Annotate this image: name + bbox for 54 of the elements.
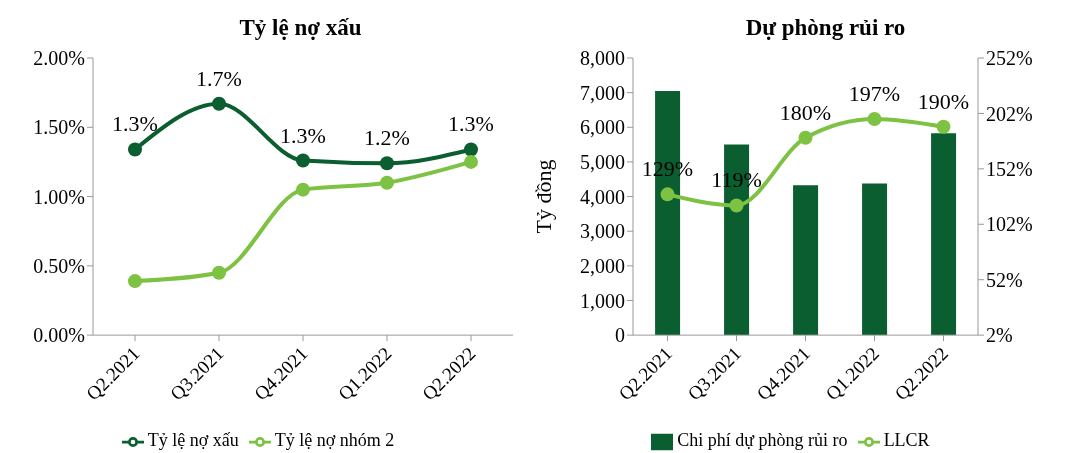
point [729,198,744,213]
point [936,119,951,134]
point [212,96,226,111]
chart-title: Dự phòng rủi ro [744,14,907,42]
bar [793,185,819,336]
data-label: 1.3% [280,122,326,148]
y-tick-label: 4,000 [580,185,625,208]
y-tick-label: 1.50% [33,116,85,139]
point [380,156,394,171]
y-tick-label: 3,000 [580,220,625,243]
point [128,274,142,289]
data-label: 1.3% [448,111,494,137]
data-label: 190% [917,88,970,114]
y-tick-label: 0.50% [33,254,85,277]
y2-tick-label: 102% [986,213,1033,236]
point [867,111,882,126]
y-tick-label: 7,000 [580,81,625,104]
y-tick-label: 1.00% [33,185,85,208]
y-tick-label: 6,000 [580,116,625,139]
y-tick-label: 2.00% [33,47,85,70]
data-label: 1.2% [364,125,410,151]
y2-tick-label: 152% [986,157,1033,180]
data-label: 197% [848,80,901,106]
y-tick-label: 5,000 [580,151,625,174]
data-label: 180% [779,99,832,125]
point [128,142,142,157]
legend-label: Tỷ lệ nợ nhóm 2 [274,430,395,451]
y-tick-label: 8,000 [580,47,625,70]
y2-tick-label: 52% [986,268,1023,291]
point [380,175,394,190]
point [464,142,478,157]
y2-tick-label: 202% [986,102,1033,125]
point [296,182,310,197]
bar [931,133,957,336]
y-tick-label: 0.00% [33,324,85,347]
legend-label: Chi phí dự phòng rủi ro [677,430,848,451]
y-tick-label: 1,000 [580,289,625,312]
legend-label: Tỷ lệ nợ xấu [147,430,239,451]
point [660,187,675,202]
point [464,154,478,169]
data-label: 1.3% [112,111,158,137]
point [296,153,310,168]
bar [862,183,888,336]
legend-label: LLCR [883,430,930,451]
y2-tick-label: 2% [986,324,1013,347]
y2-tick-label: 252% [986,47,1033,70]
y-tick-label: 0 [615,324,625,347]
point [212,265,226,280]
y-tick-label: 2,000 [580,254,625,277]
y-axis-title: Tỷ đồng [530,159,556,234]
data-label: 1.7% [196,65,242,91]
data-label: 129% [641,156,694,182]
chart-title: Tỷ lệ nợ xấu [238,14,363,42]
point [798,130,813,145]
